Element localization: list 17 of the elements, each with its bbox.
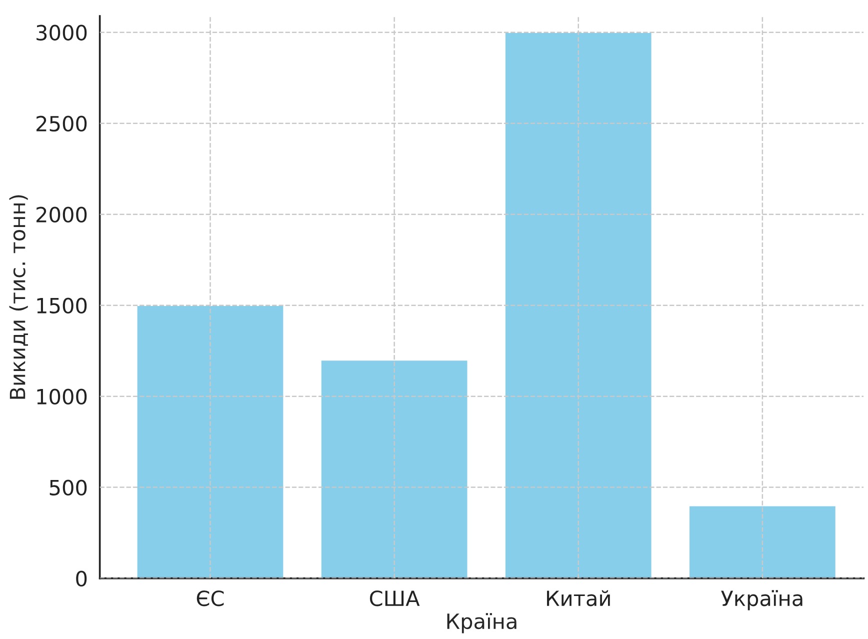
y-tick-label: 1500 xyxy=(37,298,87,314)
bar xyxy=(136,304,285,578)
bar xyxy=(320,359,469,578)
y-tick-label: 2500 xyxy=(36,116,87,132)
x-axis-title: Країна xyxy=(447,613,516,634)
y-tick-label: 1000 xyxy=(37,388,87,405)
x-tick-label: ЄС xyxy=(196,590,224,606)
y-tick-label: 500 xyxy=(50,480,87,496)
y-tick-label: 2000 xyxy=(36,206,87,223)
y-tick-label: 3000 xyxy=(36,24,87,41)
x-tick-label: США xyxy=(370,590,420,606)
x-tick-label: Китай xyxy=(547,590,610,606)
bar xyxy=(504,32,653,578)
y-tick-label: 0 xyxy=(76,570,87,587)
bar xyxy=(688,504,837,578)
x-tick-label: Україна xyxy=(721,590,802,610)
y-axis-title: Викиди (тис. тонн) xyxy=(9,195,28,399)
